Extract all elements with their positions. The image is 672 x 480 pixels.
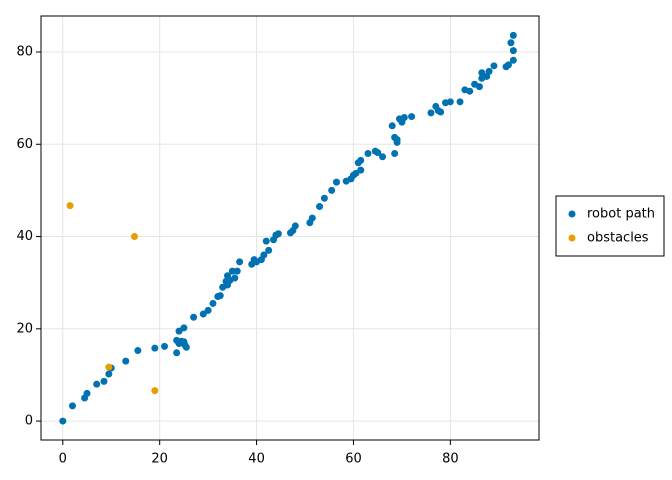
legend: robot path obstacles <box>555 195 665 257</box>
point <box>173 349 181 357</box>
y-tick-label: 60 <box>16 137 33 152</box>
point <box>357 166 365 174</box>
point <box>333 178 341 186</box>
legend-marker <box>568 234 576 242</box>
point <box>509 31 517 39</box>
point <box>59 417 67 425</box>
x-tick-label: 0 <box>59 452 67 467</box>
point <box>388 122 396 130</box>
point <box>66 202 74 210</box>
point <box>456 98 464 106</box>
point <box>490 62 498 70</box>
point <box>105 370 113 378</box>
x-tick-label: 20 <box>151 452 168 467</box>
point <box>509 47 517 55</box>
point <box>161 342 169 350</box>
point <box>83 389 91 397</box>
point <box>236 258 244 266</box>
y-tick-label: 40 <box>16 229 33 244</box>
point <box>427 109 435 117</box>
point <box>216 292 224 300</box>
point <box>130 233 138 241</box>
plot-frame <box>40 15 540 441</box>
point <box>274 230 282 238</box>
x-tick-label: 80 <box>442 452 459 467</box>
point <box>400 114 408 122</box>
point <box>68 402 76 410</box>
point <box>151 344 159 352</box>
point <box>328 186 336 194</box>
point <box>408 113 416 121</box>
point <box>478 69 486 77</box>
legend-box <box>555 195 665 257</box>
point <box>100 377 108 385</box>
x-tick-label: 40 <box>248 452 265 467</box>
point <box>437 108 445 116</box>
point <box>199 310 207 318</box>
point <box>262 237 270 245</box>
point <box>391 149 399 157</box>
point <box>105 363 113 371</box>
point <box>260 251 268 259</box>
y-tick-label: 0 <box>25 414 33 429</box>
point <box>231 274 239 282</box>
point <box>475 83 483 91</box>
point <box>357 156 365 164</box>
y-tick-label: 80 <box>16 44 33 59</box>
point <box>485 67 493 75</box>
point <box>93 380 101 388</box>
point <box>320 194 328 202</box>
legend-label: robot path <box>587 207 655 222</box>
point <box>134 346 142 354</box>
point <box>466 87 474 95</box>
point <box>180 324 188 332</box>
point <box>151 387 159 395</box>
point <box>190 313 198 321</box>
y-tick-label: 20 <box>16 321 33 336</box>
point <box>204 306 212 314</box>
point <box>504 61 512 69</box>
point <box>233 267 241 275</box>
point <box>316 203 324 211</box>
legend-marker <box>568 210 576 218</box>
point <box>374 149 382 157</box>
point <box>509 56 517 64</box>
point <box>507 39 515 47</box>
point <box>122 357 130 365</box>
point <box>209 299 217 307</box>
point <box>182 343 190 351</box>
point <box>228 267 236 275</box>
point <box>265 246 273 254</box>
point <box>364 149 372 157</box>
legend-label: obstacles <box>587 231 649 246</box>
point <box>393 138 401 146</box>
point <box>308 214 316 222</box>
x-tick-label: 60 <box>345 452 362 467</box>
point <box>379 153 387 161</box>
point <box>446 98 454 106</box>
point <box>291 222 299 230</box>
